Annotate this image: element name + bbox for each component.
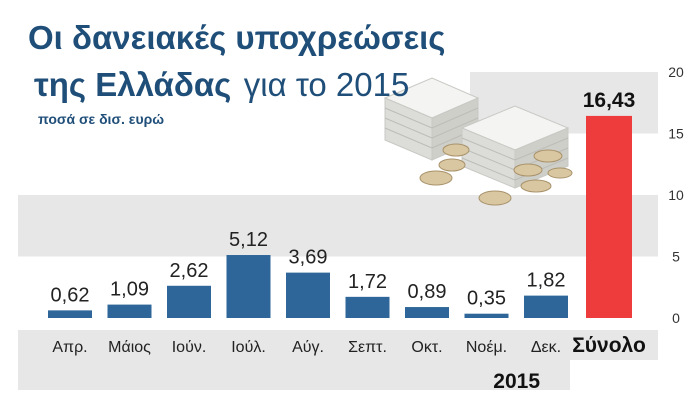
- y-tick-label: 15: [668, 126, 684, 142]
- data-label: 0,35: [467, 288, 506, 310]
- category-labels: Απρ. Μάιος Ιούν. Ιούλ. Αύγ. Σεπτ. Οκτ. Νοέμ. Δεκ…: [52, 334, 645, 357]
- subtitle: ποσά σε δισ. ευρώ: [38, 111, 164, 127]
- year-band: [18, 360, 570, 390]
- chart-title: Οι δανειακές υποχρεώσεις της Ελλάδας για…: [28, 19, 445, 127]
- title-line-2-bold: της Ελλάδας: [34, 66, 231, 103]
- category-label: Σεπτ.: [348, 339, 387, 356]
- category-label: Αύγ.: [292, 339, 324, 356]
- data-label: 5,12: [229, 229, 268, 251]
- data-label: 3,69: [289, 247, 328, 269]
- background-bands: [18, 72, 658, 390]
- data-label: 0,89: [408, 281, 447, 303]
- category-label: Ιούν.: [172, 339, 207, 356]
- bar: [286, 272, 330, 318]
- data-label: 1,82: [527, 270, 566, 292]
- bar: [345, 296, 390, 318]
- bar: [226, 255, 271, 318]
- y-tick-label: 10: [668, 187, 684, 203]
- y-tick-label: 0: [672, 310, 680, 326]
- total-data-label: 16,43: [583, 89, 636, 112]
- bar: [48, 310, 92, 318]
- y-tick-label: 5: [672, 249, 680, 265]
- grid-band: [18, 195, 658, 257]
- total-category-label: Σύνολο: [572, 334, 646, 357]
- title-line-1: Οι δανειακές υποχρεώσεις: [28, 19, 445, 56]
- bars: [48, 115, 632, 318]
- category-label: Ιούλ.: [231, 339, 266, 356]
- category-axis-band: [18, 330, 658, 360]
- total-bar: [586, 115, 632, 318]
- year-label: 2015: [493, 370, 540, 393]
- category-label: Νοέμ.: [466, 339, 507, 356]
- y-tick-label: 20: [668, 64, 684, 80]
- data-label: 1,09: [110, 279, 149, 301]
- bar: [107, 304, 152, 318]
- title-line-2-light: για το 2015: [244, 66, 410, 103]
- category-label: Μάιος: [108, 339, 151, 356]
- y-axis-ticks: 0 5 10 15 20: [668, 64, 684, 326]
- bar: [167, 285, 211, 318]
- category-label: Οκτ.: [411, 339, 442, 356]
- bar: [405, 307, 449, 318]
- value-labels: 0,62 1,09 2,62 5,12 3,69 1,72 0,89 0,35 1,82 16,4…: [51, 89, 636, 310]
- coin-pile-icon: [419, 143, 573, 206]
- bar: [524, 295, 568, 318]
- data-label: 2,62: [170, 260, 209, 282]
- category-label: Δεκ.: [531, 339, 561, 356]
- category-label: Απρ.: [52, 339, 87, 356]
- data-label: 0,62: [51, 284, 90, 306]
- money-stack-illustration: [383, 77, 573, 206]
- data-label: 1,72: [348, 271, 387, 293]
- title-line-2: της Ελλάδας για το 2015: [34, 66, 409, 103]
- bar: [464, 313, 509, 318]
